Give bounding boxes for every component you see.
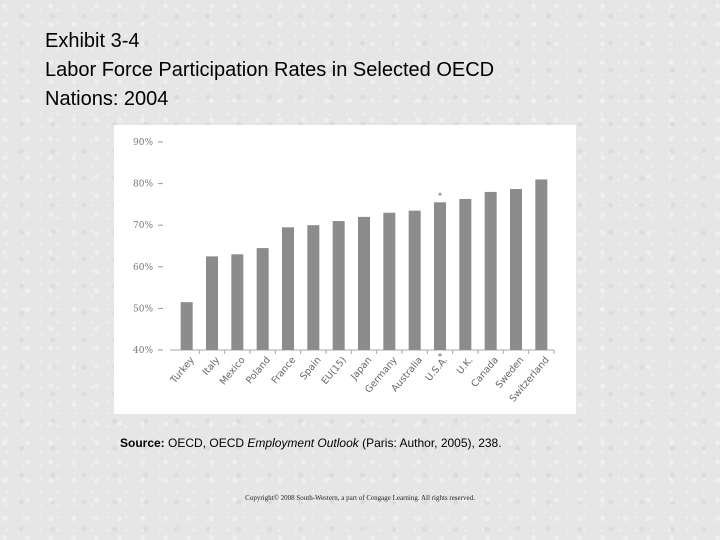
source-label: Source: — [120, 436, 165, 450]
x-tick-label: Mexico — [218, 355, 248, 388]
y-tick-label: 80% — [133, 180, 153, 190]
bar — [383, 212, 396, 350]
x-tick-label: U.K. — [455, 355, 476, 377]
x-tick-label: France — [270, 355, 299, 386]
slide-title: Exhibit 3-4 Labor Force Participation Ra… — [45, 27, 685, 114]
y-tick-label: 70% — [133, 221, 153, 231]
bar — [180, 302, 193, 350]
exhibit-number: Exhibit 3-4 — [45, 30, 140, 52]
bar — [408, 210, 421, 350]
bar — [484, 191, 497, 350]
source-details: (Paris: Author, 2005), 238. — [362, 436, 502, 450]
x-tick-label: EU(15) — [320, 355, 349, 387]
copyright-notice: Copyright© 2008 South-Western, a part of… — [245, 494, 475, 502]
y-tick-label: 60% — [133, 263, 153, 273]
source-text: OECD, OECD — [168, 436, 245, 450]
bar — [307, 225, 320, 350]
axis-annotation: * — [438, 352, 442, 361]
bar-annotation: * — [438, 191, 442, 200]
y-tick-label: 50% — [133, 304, 153, 314]
y-tick-label: 40% — [133, 346, 153, 356]
exhibit-title-line-2: Nations: 2004 — [45, 88, 169, 110]
bar — [358, 216, 370, 350]
source-citation: Source: OECD, OECD Employment Outlook (P… — [120, 436, 680, 450]
x-tick-label: Italy — [201, 355, 223, 378]
bar — [535, 179, 548, 350]
bar — [510, 189, 522, 350]
bar — [282, 227, 294, 350]
bar — [256, 248, 269, 350]
bar-chart: 90% 80% 70% 60% 50% 40% Turkey ItalyMexicoPolan… — [133, 138, 555, 404]
x-tick-label: Poland — [244, 355, 273, 386]
bar — [332, 221, 345, 350]
bar — [459, 198, 472, 350]
x-tick-label: U.S.A. — [424, 355, 451, 384]
source-publication: Employment Outlook — [247, 436, 359, 450]
exhibit-title-line-1: Labor Force Participation Rates in Selec… — [45, 59, 495, 81]
chart-panel: 90% 80% 70% 60% 50% 40% Turkey Italy Mexico Polan… — [114, 125, 576, 414]
bar — [434, 202, 446, 350]
bar — [231, 254, 244, 350]
bar — [206, 256, 218, 350]
x-tick-label: Turkey — [168, 355, 197, 387]
y-tick-label: 90% — [133, 138, 153, 148]
